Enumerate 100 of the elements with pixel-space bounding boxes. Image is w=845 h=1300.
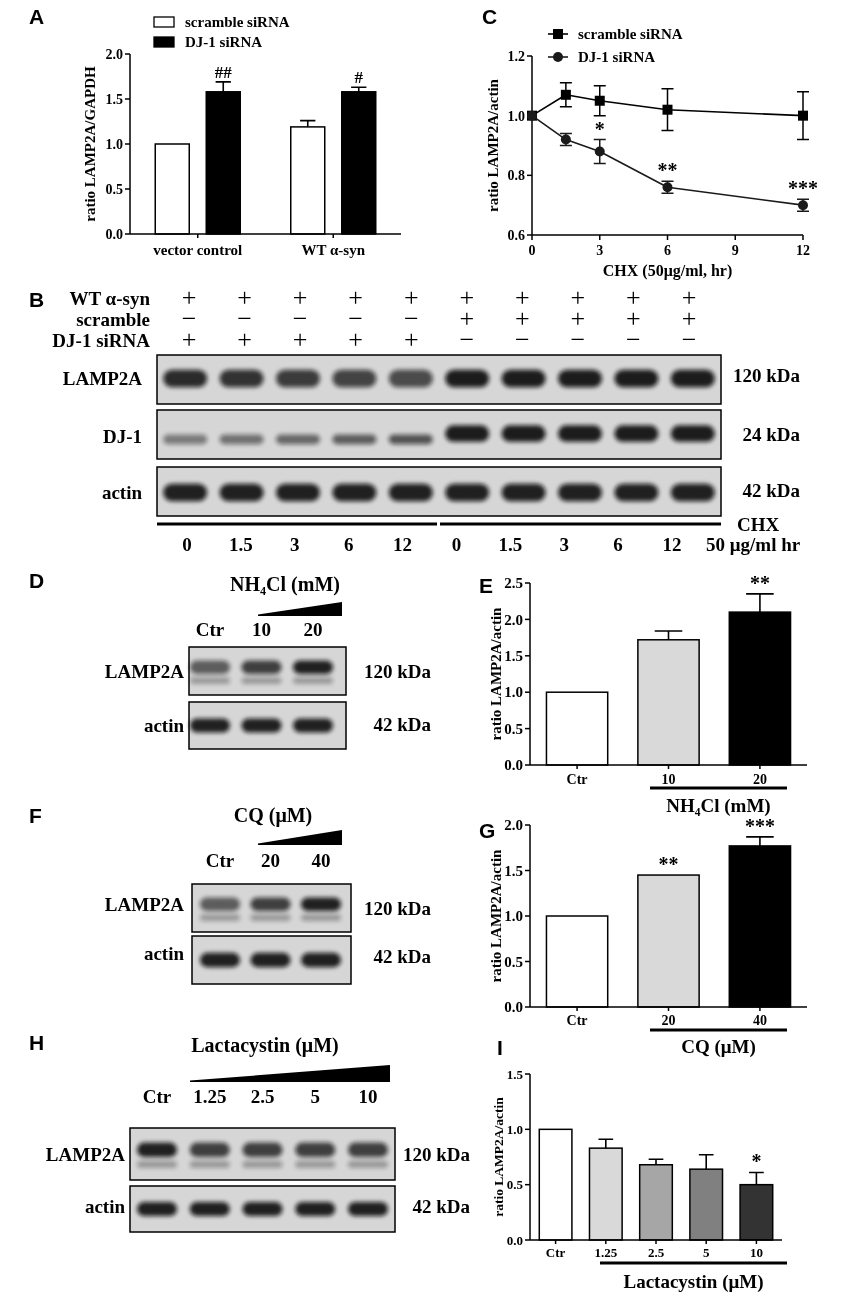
y-tick-label: 1.5 <box>506 1066 524 1082</box>
text: scramble <box>76 309 150 330</box>
chart-title: I <box>497 1036 503 1059</box>
x-tick-label: Ctr <box>566 772 588 787</box>
x-tick-label: 20 <box>661 1013 676 1028</box>
text: Ctr <box>142 1086 172 1107</box>
y-tick-label: 1.0 <box>105 136 123 152</box>
x-axis-title: CHX (50μg/ml, hr) <box>602 262 733 280</box>
x-tick-label: WT α-syn <box>301 242 366 258</box>
text: actin <box>101 482 143 503</box>
text: 40 <box>311 850 331 871</box>
text: 0 <box>451 534 462 555</box>
legend-label: scramble siRNA <box>185 14 290 30</box>
y-tick-label: 0.5 <box>504 953 523 970</box>
text: NH₄Cl (mM) <box>230 573 340 596</box>
text: 1.25 <box>193 1086 227 1107</box>
annotation: ** <box>658 853 679 876</box>
text: 50 μg/ml hr <box>706 534 801 555</box>
legend-label: scramble siRNA <box>578 26 683 42</box>
text: 3 <box>559 534 569 555</box>
x-tick-label: Ctr <box>566 1013 588 1028</box>
text: CHX <box>737 514 780 535</box>
text: 42 kDa <box>373 714 432 735</box>
annotation: * <box>751 1150 762 1173</box>
x-tick-label: Ctr <box>545 1245 566 1260</box>
y-tick-label: 1.0 <box>504 908 523 925</box>
text: CQ (μM) <box>233 804 313 827</box>
y-tick-label: 1.2 <box>507 48 525 64</box>
text: 42 kDa <box>742 480 801 501</box>
x-tick-label: vector control <box>153 242 243 258</box>
x-tick-label: 3 <box>596 243 604 258</box>
text: D <box>29 569 45 592</box>
y-tick-label: 1.0 <box>506 1121 523 1137</box>
x-tick-label: 6 <box>664 243 671 258</box>
x-axis-title: Lactacystin (μM) <box>623 1271 764 1293</box>
text: WT α-syn <box>69 288 151 309</box>
y-axis-title: ratio LAMP2A/actin <box>485 78 501 212</box>
annotation: ## <box>214 62 233 82</box>
text: Ctr <box>205 850 235 871</box>
y-tick-label: 0.0 <box>506 1232 523 1248</box>
text: 0 <box>182 534 192 555</box>
chart-title: A <box>29 5 45 28</box>
y-tick-label: 1.5 <box>504 648 523 665</box>
x-tick-label: 9 <box>731 243 739 258</box>
y-tick-label: 0.0 <box>504 757 523 774</box>
text: 42 kDa <box>373 946 432 967</box>
y-axis-title: ratio LAMP2A/GAPDH <box>82 65 98 222</box>
text: B <box>29 288 45 311</box>
text: DJ-1 <box>102 426 142 447</box>
x-tick-label: 2.5 <box>647 1245 665 1260</box>
text: 6 <box>613 534 623 555</box>
chart-title: E <box>479 574 494 597</box>
text: LAMP2A <box>104 894 185 915</box>
y-tick-label: 2.0 <box>105 46 123 62</box>
y-tick-label: 2.0 <box>504 611 523 628</box>
x-tick-label: 1.25 <box>594 1245 618 1260</box>
x-tick-label: 10 <box>661 772 676 787</box>
y-tick-label: 0.5 <box>504 720 523 737</box>
legend-label: DJ-1 siRNA <box>185 34 263 50</box>
y-axis-title: ratio LAMP2A/actin <box>488 848 504 983</box>
text: 5 <box>310 1086 320 1107</box>
y-tick-label: 1.0 <box>507 108 525 124</box>
text: LAMP2A <box>45 1144 126 1165</box>
text: 20 <box>261 850 280 871</box>
y-tick-label: 0.6 <box>507 227 525 243</box>
legend-label: DJ-1 siRNA <box>578 49 656 65</box>
annotation: # <box>354 68 364 88</box>
text: actin <box>143 943 185 964</box>
text: LAMP2A <box>104 661 185 682</box>
text: 120 kDa <box>363 898 432 919</box>
y-tick-label: 2.5 <box>504 575 523 592</box>
text: 10 <box>358 1086 378 1107</box>
text: DJ-1 siRNA <box>52 330 151 351</box>
text: 20 <box>303 619 323 640</box>
text: 3 <box>290 534 300 555</box>
x-axis-title: NH₄Cl (mM) <box>666 795 771 817</box>
text: 6 <box>343 534 354 555</box>
x-tick-label: 40 <box>752 1013 767 1028</box>
text: 120 kDa <box>363 661 432 682</box>
text: actin <box>84 1196 126 1217</box>
y-tick-label: 0.5 <box>506 1177 524 1193</box>
y-tick-label: 0.5 <box>105 181 123 197</box>
text: LAMP2A <box>62 368 143 389</box>
x-tick-label: 10 <box>749 1245 763 1260</box>
text: 120 kDa <box>732 365 801 386</box>
x-axis-title: CQ (μM) <box>681 1036 756 1058</box>
annotation: ** <box>749 571 770 594</box>
annotation: ** <box>657 159 678 182</box>
x-tick-label: 20 <box>752 772 767 787</box>
y-axis-title: ratio LAMP2A/actin <box>488 606 504 741</box>
text: Ctr <box>195 619 225 640</box>
text: 24 kDa <box>742 424 801 445</box>
text: 10 <box>252 619 271 640</box>
text: 42 kDa <box>412 1196 471 1217</box>
text: 12 <box>662 534 682 555</box>
y-tick-label: 1.5 <box>105 91 123 107</box>
x-tick-label: 0 <box>528 243 536 258</box>
x-tick-label: 5 <box>702 1245 710 1260</box>
y-tick-label: 1.5 <box>504 862 523 879</box>
text: 2.5 <box>250 1086 275 1107</box>
